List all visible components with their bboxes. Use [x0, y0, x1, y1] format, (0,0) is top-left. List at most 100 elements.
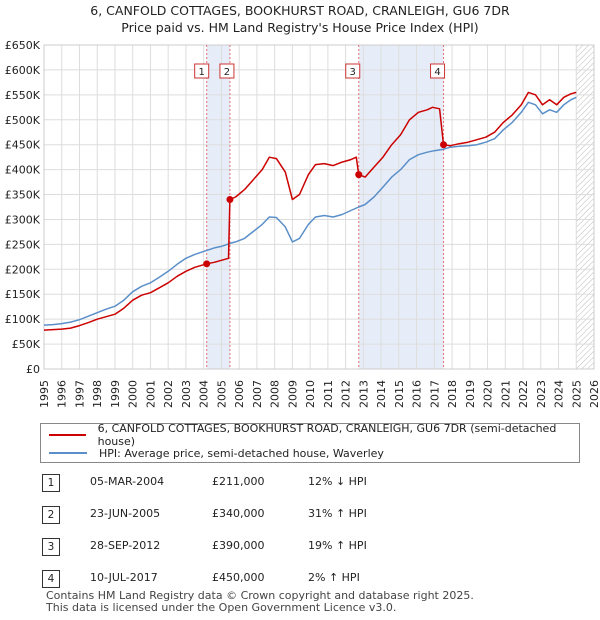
y-tick-label: £150K — [5, 288, 41, 301]
legend-label-property: 6, CANFOLD COTTAGES, BOOKHURST ROAD, CRA… — [97, 422, 557, 448]
x-tick-label: 2016 — [411, 380, 424, 408]
sale-point — [203, 260, 211, 268]
transaction-price: £211,000 — [212, 475, 265, 488]
x-tick-label: 1998 — [91, 380, 104, 408]
x-tick-label: 2024 — [553, 380, 566, 408]
sale-point — [355, 171, 363, 179]
legend: 6, CANFOLD COTTAGES, BOOKHURST ROAD, CRA… — [40, 422, 580, 463]
forecast-region — [576, 45, 594, 369]
table-row: 4 10-JUL-2017 £450,000 2% ↑ HPI — [40, 570, 580, 588]
transaction-date: 23-JUN-2005 — [90, 507, 161, 520]
x-tick-label: 2008 — [269, 380, 282, 408]
sale-label-box — [219, 63, 235, 79]
transaction-hpi-diff: 19% ↑ HPI — [308, 539, 367, 552]
chart-title-block: 6, CANFOLD COTTAGES, BOOKHURST ROAD, CRA… — [0, 2, 600, 36]
sale-label-text: 1 — [199, 67, 205, 78]
shaded-period — [358, 45, 444, 369]
y-axis: £0 £50K £100K £150K £200K £250K £300K £350K £400… — [5, 39, 41, 376]
y-tick-label: £100K — [5, 313, 41, 326]
forecast-hatch — [576, 45, 594, 369]
x-tick-label: 2018 — [446, 380, 459, 408]
x-tick-label: 2005 — [215, 380, 228, 408]
sale-label-box — [194, 63, 210, 79]
x-tick-label: 2025 — [570, 380, 583, 408]
x-tick-label: 1995 — [38, 380, 51, 408]
x-axis: 1995 1996 1997 1998 1999 2000 2001 2002 2003 2004… — [38, 380, 600, 408]
transaction-hpi-diff: 2% ↑ HPI — [308, 571, 360, 584]
transaction-price: £450,000 — [212, 571, 265, 584]
plot-frame — [43, 44, 595, 370]
y-tick-label: £600K — [5, 64, 41, 77]
shaded-period — [206, 45, 230, 369]
footer-licence: This data is licensed under the Open Gov… — [46, 601, 397, 614]
legend-label-hpi: HPI: Average price, semi-detached house,… — [99, 446, 384, 460]
sale-label: 4 — [430, 63, 446, 79]
x-tick-label: 2009 — [286, 380, 299, 408]
footer: Contains HM Land Registry data © Crown c… — [46, 590, 474, 614]
x-tick-label: 2003 — [180, 380, 193, 408]
y-tick-label: £300K — [5, 213, 41, 226]
transaction-number: 4 — [42, 570, 60, 588]
x-tick-label: 2021 — [499, 380, 512, 408]
transaction-date: 28-SEP-2012 — [90, 539, 161, 552]
transaction-number: 1 — [42, 474, 60, 492]
x-tick-label: 2004 — [198, 380, 211, 408]
x-tick-label: 2001 — [144, 380, 157, 408]
gridlines — [43, 44, 595, 370]
y-tick-label: £550K — [5, 89, 41, 102]
y-tick-label: £250K — [5, 238, 41, 251]
y-tick-label: £200K — [5, 263, 41, 276]
chart-subtitle: Price paid vs. HM Land Registry's House … — [121, 20, 479, 35]
transaction-price: £390,000 — [212, 539, 265, 552]
table-row: 3 28-SEP-2012 £390,000 19% ↑ HPI — [40, 538, 580, 556]
y-tick-label: £450K — [5, 139, 41, 152]
sale-label-box — [345, 63, 361, 79]
sale-label-text: 2 — [224, 67, 230, 78]
transaction-hpi-diff: 31% ↑ HPI — [308, 507, 367, 520]
legend-swatch-hpi — [49, 452, 87, 454]
transaction-hpi-diff: 12% ↓ HPI — [308, 475, 367, 488]
transaction-date: 10-JUL-2017 — [90, 571, 158, 584]
y-tick-label: £350K — [5, 189, 41, 202]
transaction-price: £340,000 — [212, 507, 265, 520]
x-tick-label: 2000 — [127, 380, 140, 408]
hpi-line — [43, 96, 577, 326]
x-tick-label: 2014 — [375, 380, 388, 408]
sale-point — [226, 196, 234, 204]
x-tick-label: 2002 — [162, 380, 175, 408]
shaded-periods — [206, 45, 444, 369]
property-price-line — [43, 91, 577, 331]
sale-label: 3 — [345, 63, 361, 79]
x-tick-label: 2012 — [340, 380, 353, 408]
y-tick-label: £50K — [12, 338, 41, 351]
y-tick-label: £500K — [5, 114, 41, 127]
chart-title: 6, CANFOLD COTTAGES, BOOKHURST ROAD, CRA… — [90, 3, 510, 18]
footer-copyright: Contains HM Land Registry data © Crown c… — [46, 589, 474, 602]
transaction-date: 05-MAR-2004 — [90, 475, 165, 488]
sale-label: 1 — [194, 63, 210, 79]
table-row: 1 05-MAR-2004 £211,000 12% ↓ HPI — [40, 474, 580, 492]
x-tick-label: 2026 — [588, 380, 600, 408]
legend-item-hpi: HPI: Average price, semi-detached house,… — [49, 445, 384, 461]
transaction-number: 2 — [42, 506, 60, 524]
y-tick-label: £400K — [5, 164, 41, 177]
sale-label-box — [430, 63, 446, 79]
y-tick-label: £650K — [5, 39, 41, 52]
table-row: 2 23-JUN-2005 £340,000 31% ↑ HPI — [40, 506, 580, 524]
sale-label: 2 — [219, 63, 235, 79]
y-tick-label: £0 — [26, 363, 40, 376]
x-tick-label: 1996 — [56, 380, 69, 408]
sale-point — [440, 141, 448, 149]
x-tick-label: 2007 — [251, 380, 264, 408]
x-tick-label: 1999 — [109, 380, 122, 408]
x-tick-label: 2022 — [517, 380, 530, 408]
x-tick-label: 2019 — [464, 380, 477, 408]
x-tick-label: 1997 — [73, 380, 86, 408]
legend-item-property: 6, CANFOLD COTTAGES, BOOKHURST ROAD, CRA… — [49, 422, 579, 448]
sale-labels: 1 2 3 4 — [194, 63, 446, 79]
sale-label-text: 4 — [434, 67, 440, 78]
x-tick-label: 2006 — [233, 380, 246, 408]
x-tick-label: 2017 — [428, 380, 441, 408]
series-lines — [43, 91, 577, 331]
